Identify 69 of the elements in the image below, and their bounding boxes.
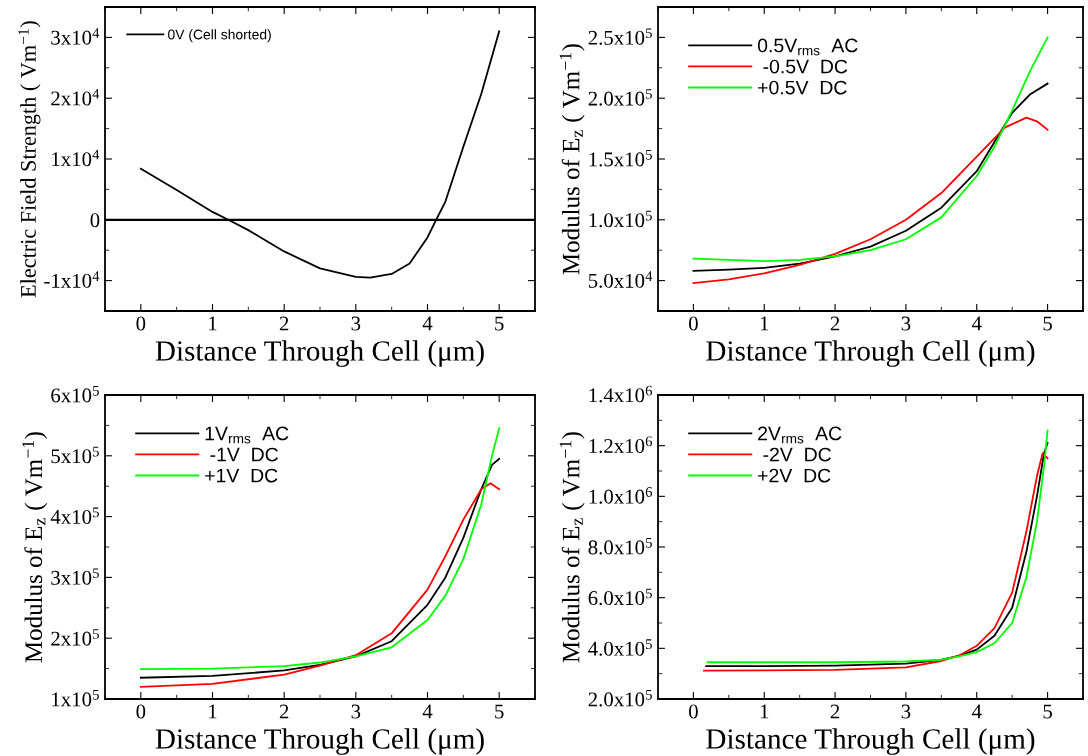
- x-tick-label: 2: [830, 316, 840, 331]
- x-tick-label: 4: [422, 704, 433, 719]
- x-tick-label: 4: [971, 704, 982, 719]
- y-tick-label: 1.4x10$^{6}$: [589, 385, 653, 403]
- x-tick-label: 2: [279, 704, 289, 719]
- y-tick-label: 4x10$^{5}$: [50, 507, 99, 525]
- y-tick-label: 2x10$^{4}$: [51, 88, 100, 106]
- x-axis-title: Distance Through Cell (μm): [155, 340, 484, 367]
- x-tick-label: 1: [209, 704, 217, 719]
- x-tick-label: 3: [901, 316, 911, 331]
- y-tick-label: 2.0x10$^{5}$: [588, 689, 652, 707]
- legend-label: 1V$_{rms}$ AC: [205, 426, 289, 444]
- y-tick-label: 1.0x10$^{6}$: [589, 487, 653, 504]
- line-series: [139, 427, 501, 671]
- legend-label: 2V$_{rms}$ AC: [758, 426, 842, 444]
- y-tick-label: 1.0x10$^{5}$: [589, 210, 652, 228]
- legend-label: -2V DC: [763, 447, 831, 462]
- y-tick-label: -1x10$^{4}$: [44, 271, 100, 288]
- y-tick-label: 1x10$^{4}$: [52, 149, 100, 167]
- x-tick-label: 5: [1043, 704, 1052, 719]
- x-tick-label: 2: [830, 704, 840, 719]
- y-axis-title: Modulus of E$_{z}$ ( Vm$^{−1}$): [559, 44, 585, 275]
- x-tick-label: 0: [136, 316, 146, 331]
- y-tick-label: 6x10$^{5}$: [51, 385, 99, 403]
- x-tick-label: 1: [760, 316, 769, 331]
- y-tick-label: 5.0x10$^{4}$: [588, 271, 653, 288]
- x-axis-title: Distance Through Cell (μm): [706, 340, 1035, 367]
- y-tick-label: 5x10$^{5}$: [51, 446, 99, 464]
- y-tick-label: 4.0x10$^{5}$: [588, 639, 652, 656]
- x-tick-label: 1: [760, 704, 769, 719]
- x-tick-label: 3: [351, 316, 361, 331]
- legend-label: 0.5V$_{rms}$ AC: [757, 38, 858, 56]
- y-axis-title: Modulus of E$_{z}$ ( Vm$^{−1}$): [22, 432, 48, 663]
- legend-label: -0.5V DC: [763, 59, 848, 74]
- y-tick-label: 0: [90, 213, 100, 228]
- x-tick-label: 4: [971, 316, 982, 331]
- y-tick-label: 3x10$^{5}$: [51, 568, 99, 585]
- y-tick-label: 8.0x10$^{5}$: [588, 537, 652, 555]
- line-series: [692, 82, 1049, 272]
- y-tick-label: 1.5x10$^{5}$: [589, 149, 652, 167]
- legend-label: -1V DC: [210, 447, 278, 462]
- y-axis-title: Modulus of E$_{z}$ ( Vm$^{−1}$): [559, 432, 585, 663]
- y-tick-label: 3x10$^{4}$: [51, 28, 100, 45]
- legend-label: +0.5V DC: [758, 80, 847, 95]
- x-tick-label: 5: [495, 704, 504, 719]
- y-tick-label: 2.5x10$^{5}$: [588, 28, 652, 45]
- x-tick-label: 0: [136, 704, 146, 719]
- x-axis-title: Distance Through Cell (μm): [155, 728, 484, 755]
- x-tick-label: 0: [689, 316, 698, 331]
- x-tick-label: 2: [279, 316, 289, 331]
- line-series: [692, 116, 1049, 284]
- x-tick-label: 5: [495, 316, 504, 331]
- line-series: [692, 36, 1049, 263]
- legend-label: +2V DC: [758, 468, 831, 483]
- x-axis-title: Distance Through Cell (μm): [706, 728, 1035, 755]
- x-tick-label: 0: [689, 704, 698, 719]
- y-axis-title: Electric Field Strength ( Vm$^{−1}$): [18, 21, 41, 298]
- x-tick-label: 3: [351, 704, 361, 719]
- x-tick-label: 3: [901, 704, 911, 719]
- y-tick-label: 1.2x10$^{6}$: [589, 436, 653, 454]
- y-tick-label: 2.0x10$^{5}$: [588, 89, 652, 106]
- x-tick-label: 1: [209, 316, 217, 331]
- x-tick-label: 5: [1043, 316, 1052, 331]
- y-tick-label: 6.0x10$^{5}$: [588, 588, 652, 606]
- legend-label: +1V DC: [205, 468, 278, 483]
- x-tick-label: 4: [422, 316, 433, 331]
- y-tick-label: 2x10$^{5}$: [51, 629, 99, 646]
- y-tick-label: 1x10$^{5}$: [52, 689, 99, 707]
- legend-label: 0V (Cell shorted): [168, 29, 271, 43]
